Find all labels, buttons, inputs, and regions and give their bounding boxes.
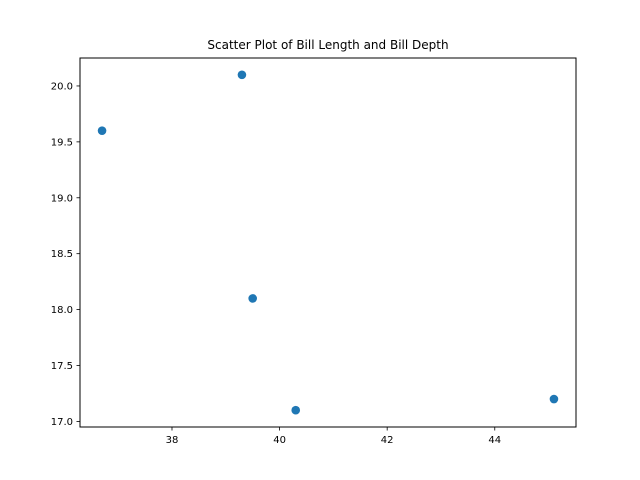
scatter-point (248, 294, 257, 303)
y-tick-label: 19.5 (51, 137, 73, 148)
y-tick-label: 18.5 (51, 249, 73, 260)
scatter-point (97, 126, 107, 135)
scatter-point (549, 394, 559, 404)
y-tick-label: 20.0 (51, 81, 73, 92)
scatter-point (237, 70, 247, 80)
y-tick-label: 18.0 (51, 305, 73, 316)
x-tick-label: 42 (381, 435, 394, 446)
axes-frame (79, 57, 577, 428)
x-tick-label: 44 (488, 435, 501, 446)
plot-area: 38 40 42 44 17.0 17.5 18.0 18.5 19.0 19.5 20.0 (51, 70, 559, 446)
y-tick-label: 19.0 (51, 193, 73, 204)
chart-title: Scatter Plot of Bill Length and Bill Dep… (207, 38, 448, 52)
y-tick-label: 17.5 (51, 361, 73, 372)
scatter-point (291, 405, 301, 415)
x-tick-label: 40 (273, 435, 286, 446)
y-tick-label: 17.0 (51, 417, 73, 428)
x-tick-label: 38 (166, 435, 179, 446)
